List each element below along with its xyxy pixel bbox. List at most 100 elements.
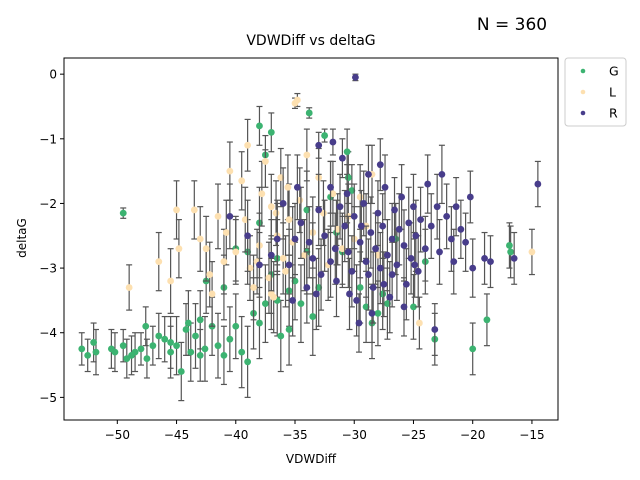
data-point [344, 174, 352, 181]
axis-ticks: −50 −45 −40 −35 −30 −25 −20 −15 0 −1 −2 −3 −4 −5 [39, 68, 544, 442]
data-point [356, 238, 364, 246]
data-point [177, 368, 185, 375]
legend-marker-R [580, 110, 586, 116]
data-point [329, 138, 337, 146]
data-point [452, 203, 460, 211]
data-point [250, 284, 257, 291]
y-tick-label: −2 [39, 197, 57, 211]
y-tick-label: −1 [39, 132, 57, 146]
x-tick-label: −40 [223, 428, 248, 442]
data-point [297, 219, 305, 227]
data-point [241, 216, 249, 224]
legend-label-R: R [609, 106, 618, 121]
data-point [376, 161, 384, 169]
data-point [400, 242, 408, 249]
data-point [293, 183, 301, 191]
data-point [123, 355, 131, 362]
data-point [167, 277, 175, 285]
series-G [78, 105, 515, 402]
data-point [272, 209, 280, 217]
data-point [336, 203, 344, 211]
data-point [261, 158, 269, 165]
data-point [376, 264, 384, 272]
data-point [384, 300, 391, 308]
legend-label-L: L [609, 85, 616, 100]
x-tick-label: −15 [519, 428, 544, 442]
data-point [256, 319, 263, 327]
data-point [244, 141, 252, 149]
data-point [348, 187, 356, 194]
data-point [273, 235, 281, 243]
data-point [365, 271, 372, 278]
data-point [338, 245, 346, 253]
x-tick-label: −30 [342, 428, 367, 442]
y-tick-label: −5 [39, 391, 57, 405]
x-tick-label: −45 [164, 428, 189, 442]
data-point [279, 254, 287, 262]
x-axis-label: VDWDiff [286, 452, 337, 466]
data-point [284, 183, 292, 191]
data-point [433, 203, 441, 211]
data-point [388, 271, 396, 278]
data-point [244, 358, 252, 366]
data-point [405, 219, 413, 227]
data-point [226, 167, 234, 175]
data-point [142, 322, 150, 330]
data-point [372, 245, 379, 253]
data-point [462, 238, 469, 246]
data-point [309, 313, 317, 320]
data-point [321, 232, 329, 240]
data-point [534, 180, 542, 188]
data-point [214, 212, 222, 220]
chart-title: VDWDiff vs deltaG [246, 33, 375, 49]
data-point [267, 203, 275, 211]
legend-label-G: G [609, 64, 619, 79]
data-point [350, 212, 358, 220]
data-point [175, 245, 183, 253]
plot-frame [63, 57, 559, 421]
data-point [149, 342, 157, 350]
data-point [431, 326, 439, 333]
data-point [356, 284, 364, 291]
data-point [487, 258, 494, 266]
x-tick-label: −35 [282, 428, 307, 442]
data-point [386, 293, 394, 301]
data-point [90, 339, 98, 346]
data-point [238, 348, 246, 356]
data-point [206, 271, 214, 278]
data-point [528, 248, 536, 256]
data-point [411, 261, 419, 269]
data-point [301, 251, 308, 259]
data-point [143, 355, 151, 362]
data-point [92, 348, 100, 356]
data-point [379, 222, 387, 230]
data-point [315, 206, 323, 214]
data-point [190, 206, 198, 214]
data-point [507, 248, 515, 256]
data-point [407, 254, 415, 262]
data-point [220, 258, 228, 266]
data-point [161, 335, 169, 343]
data-point [338, 154, 346, 162]
data-point [173, 342, 180, 350]
data-point [277, 174, 285, 181]
legend-box [564, 57, 627, 127]
data-point [277, 332, 285, 340]
data-point [167, 348, 175, 356]
data-point [315, 141, 323, 149]
data-point [481, 254, 488, 262]
legend: GLR [564, 57, 627, 127]
data-point [388, 235, 396, 243]
data-point [360, 200, 368, 207]
data-point [457, 225, 465, 233]
legend-marker-L [580, 89, 586, 95]
data-point [291, 277, 299, 285]
data-point [348, 267, 356, 275]
data-point [155, 258, 163, 266]
data-point [303, 206, 311, 214]
data-point [238, 177, 246, 185]
data-point [352, 73, 359, 81]
data-point [421, 245, 429, 253]
data-point [196, 235, 204, 243]
data-point [343, 148, 351, 156]
